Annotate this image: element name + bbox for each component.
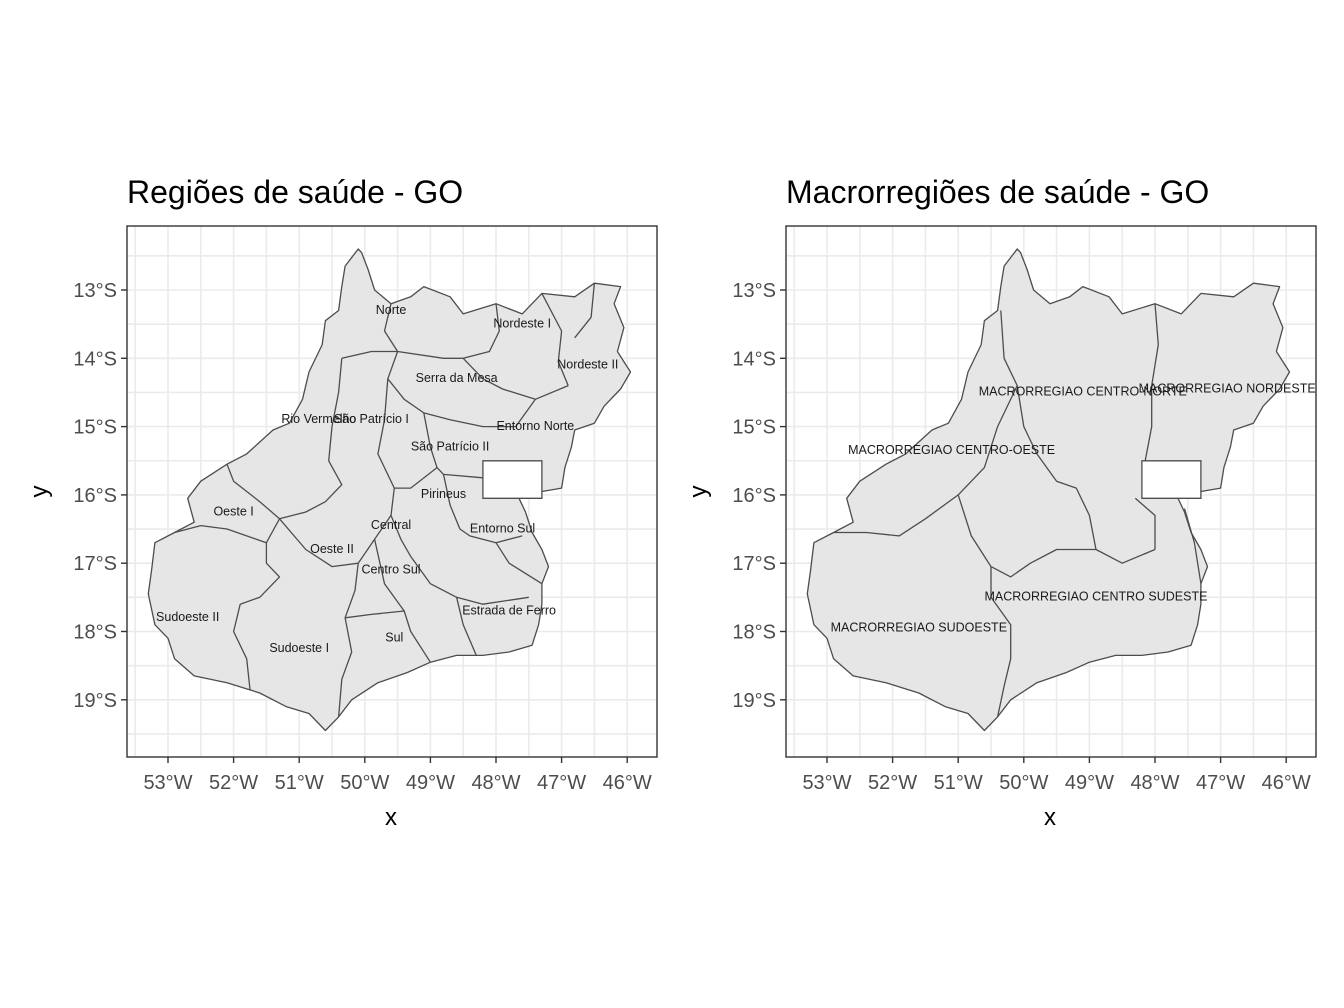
region-boundary	[232, 604, 251, 690]
y-tick-label: 16°S	[732, 485, 776, 507]
region-boundary	[1183, 508, 1202, 584]
y-tick-label: 15°S	[73, 417, 117, 439]
y-tick-label: 19°S	[73, 690, 117, 712]
y-tick-label: 14°S	[732, 348, 776, 370]
region-label: São Patrício II	[411, 439, 490, 453]
region-label: Estrada de Ferro	[462, 603, 556, 617]
x-axis-title: x	[385, 804, 397, 831]
region-boundary	[345, 610, 405, 619]
region-boundary	[455, 597, 477, 656]
region-boundary	[541, 293, 569, 386]
region-boundary	[1134, 497, 1156, 550]
x-tick-label: 53°W	[143, 772, 192, 794]
x-tick-label: 53°W	[802, 772, 851, 794]
region-label: Pirineus	[421, 487, 466, 501]
state-outline	[147, 248, 632, 732]
x-tick-label: 48°W	[1130, 772, 1179, 794]
axis-ticks: 53°W 52°W 51°W 50°W 49°W 48°W 47°W 46°W 13°S 14°S…	[73, 280, 651, 794]
region-boundary	[463, 303, 500, 359]
region-label: MACRORREGIAO NORDESTE	[1139, 381, 1316, 395]
x-tick-label: 51°W	[934, 772, 983, 794]
y-axis-title: y	[685, 486, 712, 498]
region-label: Nordeste II	[557, 357, 618, 371]
region-label: MACRORREGIAO CENTRO-OESTE	[848, 443, 1055, 457]
x-tick-label: 47°W	[537, 772, 586, 794]
region-label: Nordeste I	[493, 316, 551, 330]
region-boundary	[239, 518, 281, 605]
x-tick-label: 52°W	[868, 772, 917, 794]
x-tick-label: 48°W	[471, 772, 520, 794]
region-boundary	[1144, 303, 1159, 461]
x-tick-label: 46°W	[603, 772, 652, 794]
x-tick-label: 49°W	[406, 772, 455, 794]
x-tick-label: 47°W	[1196, 772, 1245, 794]
x-tick-label: 52°W	[209, 772, 258, 794]
region-boundary	[387, 351, 569, 428]
x-tick-label: 51°W	[275, 772, 324, 794]
axis-ticks: 53°W 52°W 51°W 50°W 49°W 48°W 47°W 46°W 13°S 14°S…	[732, 280, 1310, 794]
region-label: São Patrício I	[334, 412, 409, 426]
region-label: Sul	[385, 631, 403, 645]
region-label: Centro Sul	[362, 562, 421, 576]
region-labels: Norte Nordeste I Nordeste II Serra da Mesa R…	[156, 303, 618, 655]
region-label: MACRORREGIAO CENTRO SUDESTE	[984, 590, 1207, 604]
panel-title: Macrorregiões de saúde - GO	[786, 174, 1209, 210]
region-boundary	[574, 283, 596, 339]
y-tick-label: 16°S	[73, 485, 117, 507]
y-tick-label: 13°S	[73, 280, 117, 302]
region-boundary	[394, 467, 438, 489]
region-label: Central	[371, 518, 411, 532]
region-label: MACRORREGIAO SUDOESTE	[831, 620, 1007, 634]
panel-title: Regiões de saúde - GO	[127, 174, 463, 210]
state-outline	[806, 248, 1291, 732]
panel-border	[126, 225, 658, 758]
x-tick-label: 50°W	[999, 772, 1048, 794]
y-tick-label: 19°S	[732, 690, 776, 712]
region-boundary	[279, 515, 392, 568]
panel-health-macroregions: Macrorregiões de saúde - GO MACRORREGIAO…	[685, 174, 1317, 831]
y-tick-label: 18°S	[73, 622, 117, 644]
region-label: Sudoeste I	[269, 641, 329, 655]
region-label: Norte	[376, 303, 407, 317]
state-map	[147, 248, 632, 732]
region-boundary	[462, 357, 536, 400]
region-label: Sudoeste II	[156, 610, 219, 624]
x-tick-label: 49°W	[1065, 772, 1114, 794]
y-tick-label: 17°S	[73, 553, 117, 575]
region-boundary	[174, 524, 267, 544]
region-boundary	[279, 358, 343, 520]
federal-district-hole	[482, 460, 543, 499]
region-boundary	[495, 542, 543, 585]
region-boundary	[226, 463, 280, 520]
y-tick-label: 14°S	[73, 348, 117, 370]
panel-border	[785, 225, 1317, 758]
region-boundary	[1000, 310, 1156, 564]
region-boundary	[990, 566, 1012, 718]
x-axis-title: x	[1044, 804, 1056, 831]
region-label: MACRORREGIAO CENTRO-NORTE	[979, 385, 1187, 399]
y-tick-label: 17°S	[732, 553, 776, 575]
state-map	[806, 248, 1291, 732]
y-tick-label: 13°S	[732, 280, 776, 302]
region-boundary	[957, 494, 1096, 578]
y-axis-title: y	[26, 486, 53, 498]
y-tick-label: 15°S	[732, 417, 776, 439]
x-tick-label: 46°W	[1262, 772, 1311, 794]
y-tick-label: 18°S	[732, 622, 776, 644]
region-label: Entorno Norte	[496, 419, 574, 433]
region-label: Rio Vermelho	[281, 412, 356, 426]
region-boundary	[337, 563, 359, 717]
region-boundary	[833, 385, 1018, 537]
region-label: Entorno Sul	[470, 521, 535, 535]
region-boundary	[341, 350, 398, 359]
federal-district-hole	[1141, 460, 1202, 499]
region-boundary	[442, 474, 523, 544]
x-tick-label: 50°W	[340, 772, 389, 794]
region-label: Serra da Mesa	[416, 371, 498, 385]
region-label: Oeste I	[213, 504, 253, 518]
region-label: Oeste II	[310, 542, 354, 556]
